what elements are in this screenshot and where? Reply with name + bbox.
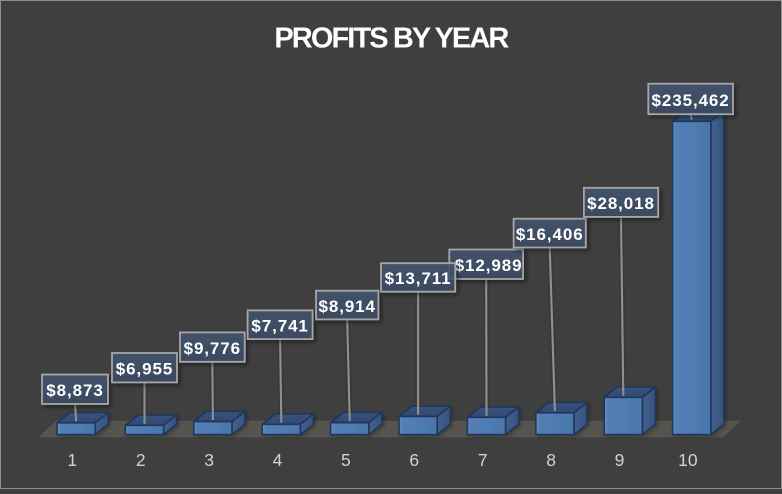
svg-text:2: 2 <box>136 450 146 470</box>
svg-text:$12,989: $12,989 <box>455 256 523 275</box>
svg-text:4: 4 <box>273 450 283 470</box>
svg-text:1: 1 <box>67 450 77 470</box>
svg-text:$16,406: $16,406 <box>516 225 584 244</box>
svg-text:PROFITS BY YEAR: PROFITS BY YEAR <box>274 22 509 54</box>
svg-text:7: 7 <box>478 450 488 470</box>
svg-text:3: 3 <box>204 450 214 470</box>
svg-text:$28,018: $28,018 <box>587 194 655 213</box>
svg-text:6: 6 <box>409 450 419 470</box>
svg-text:$6,955: $6,955 <box>116 360 173 379</box>
svg-text:5: 5 <box>341 450 351 470</box>
svg-text:$235,462: $235,462 <box>652 91 730 110</box>
svg-text:$13,711: $13,711 <box>385 269 452 288</box>
svg-text:$8,914: $8,914 <box>318 297 375 316</box>
svg-text:$8,873: $8,873 <box>46 381 103 400</box>
svg-text:10: 10 <box>678 450 698 470</box>
svg-text:9: 9 <box>615 450 625 470</box>
svg-text:$9,776: $9,776 <box>184 339 241 358</box>
svg-text:$7,741: $7,741 <box>251 317 308 336</box>
svg-text:8: 8 <box>546 450 556 470</box>
